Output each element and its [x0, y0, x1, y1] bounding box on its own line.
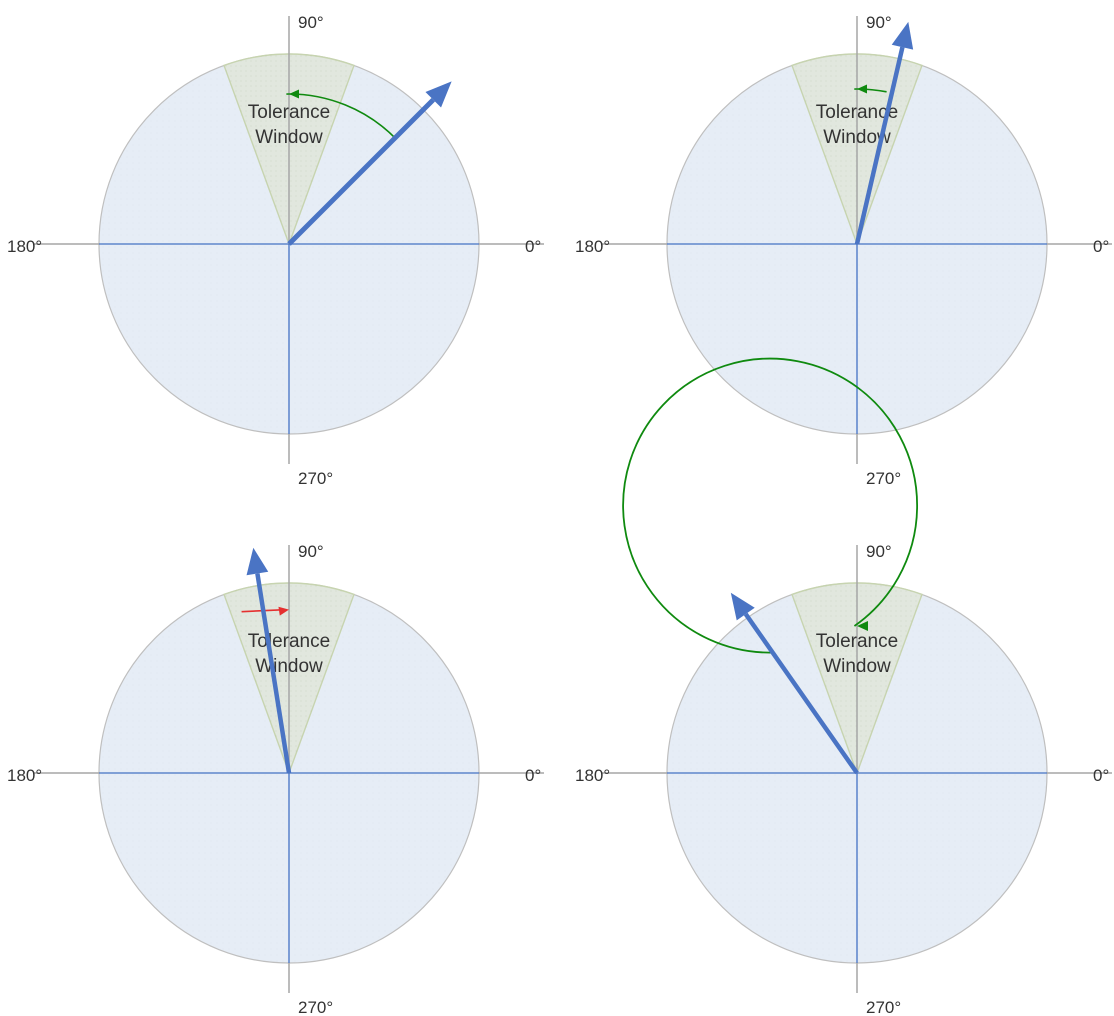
rotation-arc	[286, 93, 396, 139]
label-0-degrees: 0°	[525, 237, 541, 256]
label-270-degrees: 270°	[866, 469, 901, 488]
rotation-loop	[622, 357, 919, 654]
tolerance-label-line1: Tolerance	[248, 102, 330, 123]
tolerance-label-line1: Tolerance	[816, 631, 898, 652]
direction-vector	[287, 97, 436, 246]
rotation-arrowhead	[857, 84, 867, 94]
panel-top-right: 0° 180° 90° 270° Tolerance Window	[575, 13, 1112, 488]
rotation-arrowhead	[857, 621, 868, 631]
rotation-arrowhead	[278, 606, 289, 616]
label-0-degrees: 0°	[1093, 766, 1109, 785]
label-90-degrees: 90°	[298, 542, 324, 561]
tolerance-label-line2: Window	[255, 656, 323, 677]
direction-vector-arrowhead	[425, 81, 452, 108]
direction-vector	[255, 573, 292, 774]
label-180-degrees: 180°	[7, 237, 42, 256]
label-180-degrees: 180°	[575, 766, 610, 785]
direction-vector-arrowhead	[891, 21, 914, 50]
panel-top-left: 0° 180° 90° 270° Tolerance Window	[7, 13, 544, 488]
direction-vector-arrowhead	[730, 592, 755, 621]
label-0-degrees: 0°	[1093, 237, 1109, 256]
label-180-degrees: 180°	[575, 237, 610, 256]
direction-vector	[743, 612, 859, 775]
panel-bottom-right: 0° 180° 90° 270° Tolerance Window	[575, 357, 1112, 1016]
tolerance-label-line1: Tolerance	[248, 631, 330, 652]
panel-bottom-left: 0° 180° 90° 270° Tolerance Window	[7, 542, 544, 1016]
label-90-degrees: 90°	[866, 542, 892, 561]
tolerance-label-line1: Tolerance	[816, 102, 898, 123]
label-270-degrees: 270°	[298, 998, 333, 1016]
label-270-degrees: 270°	[298, 469, 333, 488]
tolerance-label-line2: Window	[823, 127, 891, 148]
label-0-degrees: 0°	[525, 766, 541, 785]
tolerance-label-line2: Window	[823, 656, 891, 677]
label-180-degrees: 180°	[7, 766, 42, 785]
rotation-arrowhead	[289, 89, 299, 99]
label-90-degrees: 90°	[866, 13, 892, 32]
rotation-arc	[854, 88, 887, 93]
label-270-degrees: 270°	[866, 998, 901, 1016]
tolerance-label-line2: Window	[255, 127, 323, 148]
direction-vector-arrowhead	[246, 547, 269, 576]
direction-vector	[854, 46, 905, 245]
label-90-degrees: 90°	[298, 13, 324, 32]
